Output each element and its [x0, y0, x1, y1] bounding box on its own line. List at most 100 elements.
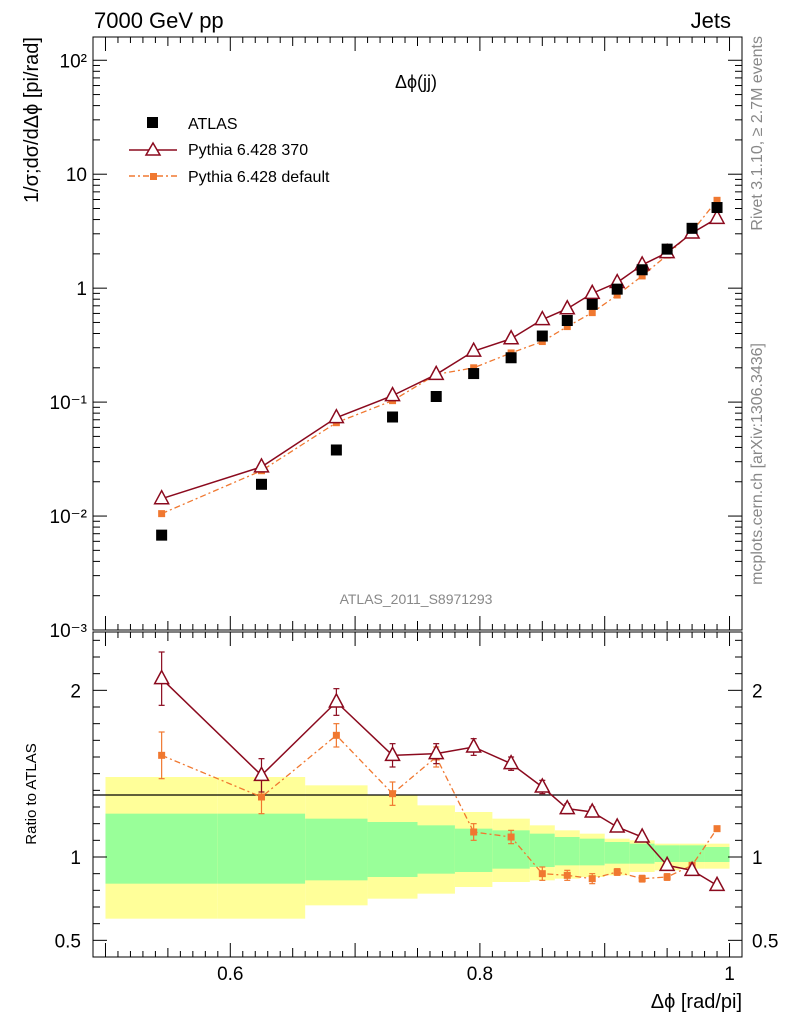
- ratio-pythia-default-point: [588, 875, 596, 883]
- pythia-370-point: [534, 309, 551, 326]
- legend-atlas-label: ATLAS: [188, 116, 238, 133]
- ratio-pythia-default-line: [161, 734, 718, 880]
- pythia-default-point: [613, 291, 621, 299]
- pythia-370-point: [583, 283, 601, 300]
- legend: ATLAS Pythia 6.428 370 Pythia 6.428 defa…: [129, 116, 330, 186]
- pythia-default-line: [161, 199, 718, 515]
- main-frame: [92, 36, 743, 631]
- inner-band-segment: [305, 818, 368, 881]
- ratio-pythia-default-point: [507, 833, 515, 841]
- main-y-tick-label: 10⁻¹: [50, 393, 88, 414]
- ratio-pythia-370-point: [708, 875, 726, 892]
- pythia-370-line: [161, 217, 718, 500]
- pythia-default-point: [563, 323, 571, 331]
- inner-band-segment: [629, 843, 655, 864]
- ratio-pythia-370-point: [683, 860, 701, 877]
- atlas-point: [330, 444, 342, 456]
- ratio-pythia-default-point: [332, 731, 340, 739]
- x-tick-label: 1: [724, 964, 735, 985]
- pythia-370-point: [384, 386, 401, 402]
- pythia-370-point: [465, 341, 482, 357]
- main-y-tick-label: 10⁻³: [50, 621, 88, 642]
- legend-p370-label: Pythia 6.428 370: [188, 142, 308, 159]
- atlas-point: [536, 330, 548, 342]
- ratio-pythia-370-point: [153, 669, 170, 685]
- main-y-tick-label: 10⁻²: [50, 507, 88, 528]
- main-y-tick-label: 10: [66, 165, 87, 186]
- pythia-default-point: [588, 309, 596, 317]
- analysis-id: ATLAS_2011_S8971293: [340, 591, 493, 607]
- ratio-pythia-370-point: [633, 827, 651, 843]
- ratio-y-axis-label: Ratio to ATLAS: [23, 743, 40, 844]
- ratio-pythia-370-point: [465, 737, 482, 753]
- ratio-pythia-default-point: [713, 825, 721, 833]
- energy-label: 7000 GeV pp: [94, 8, 224, 33]
- pythia-default-point: [713, 196, 721, 204]
- ratio-pythia-370-point: [427, 744, 445, 760]
- atlas-point: [430, 390, 442, 402]
- pythia-370-point: [153, 489, 170, 505]
- pythia-370-point: [708, 208, 726, 225]
- main-y-axis-label: 1/σ;dσ/dΔϕ [pi/rad]: [21, 37, 43, 203]
- pythia-default-point: [538, 338, 546, 346]
- ratio-y-tick-label: 1: [70, 848, 81, 869]
- inner-band-segment: [604, 842, 630, 864]
- pythia-default-point: [158, 510, 166, 518]
- ratio-pythia-default-point: [257, 793, 265, 801]
- ratio-pythia-370-point: [658, 855, 676, 872]
- ratio-pythia-default-point: [158, 751, 166, 759]
- ratio-pythia-370-point: [384, 745, 401, 762]
- inner-band-segment: [105, 813, 218, 884]
- ratio-pythia-default-point: [389, 790, 397, 798]
- ratio-y-tick-label: 0.5: [55, 931, 81, 952]
- inner-band-segment: [579, 838, 605, 866]
- ratio-data-marks: [153, 651, 726, 892]
- atlas-point: [686, 222, 698, 234]
- x-tick-label: 0.8: [467, 964, 493, 985]
- ratio-frame: [92, 631, 743, 958]
- x-axis-label: Δϕ [rad/pi]: [651, 991, 742, 1013]
- ratio-pythia-default-point: [663, 873, 671, 881]
- mcplots-label: mcplots.cern.ch [arXiv:1306.3436]: [749, 343, 766, 585]
- atlas-point: [156, 529, 168, 541]
- main-axis-ticks: 10⁻³ 10⁻² 10⁻¹ 1 10 10²: [50, 37, 742, 642]
- ratio-pythia-370-point: [559, 799, 576, 815]
- process-label: Jets: [691, 8, 731, 33]
- atlas-point: [636, 264, 648, 276]
- pythia-default-point: [638, 272, 646, 280]
- atlas-point: [611, 283, 623, 295]
- atlas-point: [661, 243, 673, 255]
- main-data-marks: [153, 196, 726, 541]
- ratio-y-tick-label-right: 1: [752, 848, 763, 869]
- atlas-point: [387, 411, 399, 423]
- inner-band-segment: [704, 847, 730, 862]
- ratio-pythia-370-point: [328, 692, 345, 708]
- ratio-y-tick-label: 2: [70, 681, 81, 702]
- inner-band-segment: [367, 822, 418, 877]
- inner-band-segment: [554, 837, 580, 866]
- inner-band-segment: [417, 825, 455, 874]
- legend-atlas-marker: [147, 117, 158, 128]
- legend-pdefault-label: Pythia 6.428 default: [188, 169, 330, 186]
- inner-band-segment: [679, 845, 705, 862]
- atlas-point: [468, 368, 480, 380]
- atlas-point: [255, 478, 267, 490]
- main-y-tick-label: 1: [76, 279, 87, 300]
- ratio-y-tick-label-right: 2: [752, 681, 763, 702]
- ratio-pythia-default-point: [470, 828, 478, 836]
- pythia-370-point: [502, 329, 520, 345]
- chart-title: Δϕ(jj): [395, 72, 437, 92]
- inner-band-segment: [529, 833, 555, 867]
- x-tick-label: 0.6: [217, 964, 243, 985]
- legend-pdefault-marker: [150, 173, 157, 180]
- atlas-point: [586, 298, 598, 310]
- legend-p370-marker: [144, 141, 162, 156]
- ratio-pythia-370-point: [534, 777, 551, 793]
- pythia-370-point: [328, 408, 345, 424]
- pythia-370-point: [427, 364, 445, 381]
- ratio-pythia-default-point: [563, 871, 571, 879]
- atlas-point: [505, 352, 517, 364]
- ratio-pythia-370-point: [583, 802, 601, 818]
- ratio-axis-ticks: 0.6 0.8 1 0.5 0.5 1 1 2 2: [55, 632, 778, 985]
- ratio-pythia-default-point: [638, 875, 646, 883]
